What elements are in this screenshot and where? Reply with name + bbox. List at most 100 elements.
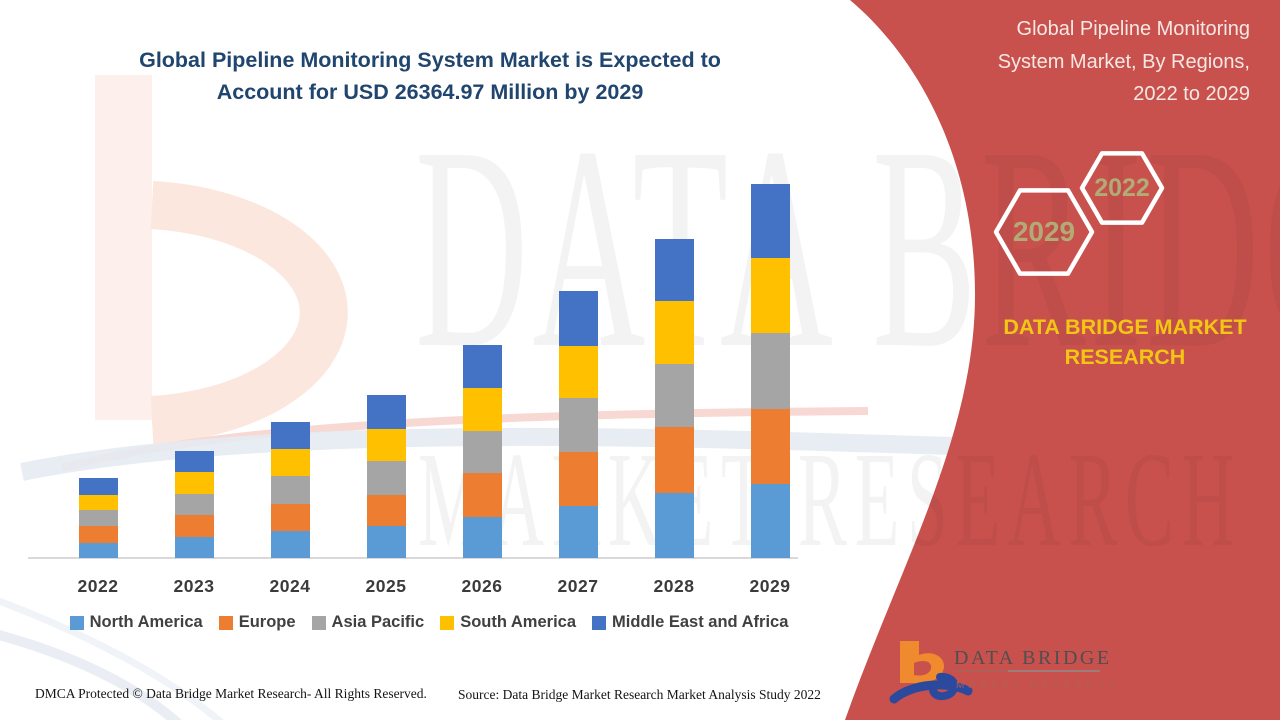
bar-segment-asia-pacific (78, 509, 118, 526)
legend-swatch (311, 615, 326, 630)
legend-item-south-america: South America (440, 613, 576, 632)
bar-segment-south-america (750, 257, 790, 333)
chart-legend: North America Europe Asia Pacific South Ame… (0, 613, 858, 632)
bar-segment-north-america (462, 517, 502, 558)
legend-swatch (69, 615, 84, 630)
panel-title-line2: System Market, By Regions, (997, 50, 1250, 73)
legend-item-middle-east-and-africa: Middle East and Africa (592, 613, 788, 632)
hexagon-2029-label: 2029 (1013, 216, 1075, 247)
bar-segment-asia-pacific (558, 397, 598, 452)
bar-segment-asia-pacific (654, 363, 694, 427)
watermark-logo-b (20, 75, 953, 481)
bar-segment-south-america (366, 428, 406, 462)
bar-segment-middle-east-and-africa (174, 451, 214, 473)
legend-label: North America (89, 613, 203, 631)
bar-segment-asia-pacific (462, 430, 502, 474)
bar-segment-asia-pacific (174, 494, 214, 516)
bar-2029 (750, 183, 790, 558)
legend-label: Middle East and Africa (612, 613, 789, 631)
bar-segment-europe (654, 426, 694, 493)
brand-text-line1: DATA BRIDGE MARKET (1003, 315, 1247, 339)
bar-segment-middle-east-and-africa (750, 183, 790, 258)
x-axis-label-2022: 2022 (77, 576, 119, 596)
bar-segment-north-america (750, 483, 790, 558)
bar-segment-middle-east-and-africa (366, 394, 406, 429)
x-axis-label-2023: 2023 (173, 576, 215, 596)
bar-2024 (270, 421, 310, 558)
bar-segment-south-america (462, 387, 502, 431)
chart-title-line1: Global Pipeline Monitoring System Market… (139, 48, 721, 72)
x-axis-label-2028: 2028 (653, 576, 695, 596)
bar-2027 (558, 290, 598, 558)
legend-label: Asia Pacific (331, 613, 425, 631)
chart-title: Global Pipeline Monitoring System Market… (110, 44, 750, 108)
bar-segment-europe (270, 503, 310, 532)
bar-segment-south-america (270, 449, 310, 477)
legend-swatch (440, 615, 455, 630)
x-axis-label-2025: 2025 (365, 576, 407, 596)
bar-segment-asia-pacific (750, 332, 790, 409)
x-axis-label-2029: 2029 (749, 576, 791, 596)
bar-segment-north-america (558, 505, 598, 558)
bar-segment-middle-east-and-africa (654, 238, 694, 301)
dbmr-logo-mark (889, 641, 973, 704)
bar-segment-south-america (78, 494, 118, 510)
bar-segment-europe (750, 408, 790, 484)
bar-segment-europe (78, 525, 118, 544)
hexagon-2029: 2029 (993, 188, 1095, 276)
bar-segment-middle-east-and-africa (558, 290, 598, 346)
dmca-text: DMCA Protected © Data Bridge Market Rese… (35, 686, 427, 701)
panel-title-line1: Global Pipeline Monitoring (1016, 18, 1250, 40)
bar-segment-south-america (174, 472, 214, 494)
x-axis-label-2027: 2027 (557, 576, 599, 596)
logo-sub-text: MARKET RESEARCH (956, 680, 1118, 691)
brand-text-line2: RESEARCH (1064, 345, 1186, 369)
bar-segment-asia-pacific (270, 476, 310, 504)
bar-segment-europe (174, 515, 214, 538)
logo-name-text: DATA BRIDGE (954, 647, 1112, 669)
bar-segment-north-america (366, 526, 406, 558)
bar-segment-north-america (654, 493, 694, 558)
source-text: Source: Data Bridge Market Research Mark… (458, 687, 821, 702)
bar-segment-europe (462, 473, 502, 518)
bar-2022 (78, 478, 118, 558)
panel-title: Global Pipeline Monitoring System Market… (930, 13, 1250, 111)
bar-segment-south-america (558, 345, 598, 398)
legend-item-north-america: North America (69, 613, 203, 632)
hexagon-2022: 2022 (1079, 151, 1165, 225)
chart-title-line2: Account for USD 26364.97 Million by 2029 (216, 80, 644, 104)
bar-segment-north-america (174, 537, 214, 558)
bar-segment-asia-pacific (366, 461, 406, 496)
bar-segment-middle-east-and-africa (270, 421, 310, 450)
panel-title-line3: 2022 to 2029 (1133, 83, 1250, 105)
hexagon-badges: 2022 2029 (993, 151, 1165, 276)
bar-segment-europe (366, 495, 406, 526)
brand-text: DATA BRIDGE MARKET RESEARCH (975, 312, 1275, 372)
x-axis-line (28, 557, 798, 559)
bar-2025 (366, 394, 406, 558)
hexagon-2022-label: 2022 (1094, 174, 1150, 202)
bar-2028 (654, 238, 694, 558)
bar-2023 (174, 451, 214, 558)
bar-2026 (462, 344, 502, 558)
x-axis-label-2024: 2024 (269, 576, 311, 596)
dbmr-logo: DATA BRIDGE MARKET RESEARCH (889, 641, 1118, 704)
bar-segment-north-america (270, 531, 310, 558)
legend-label: Europe (238, 613, 296, 631)
bar-segment-middle-east-and-africa (462, 344, 502, 388)
legend-swatch (218, 615, 233, 630)
bar-segment-middle-east-and-africa (78, 478, 118, 495)
corner-swoosh (0, 597, 224, 720)
bar-segment-north-america (78, 543, 118, 558)
legend-label: South America (460, 613, 577, 631)
legend-swatch (592, 615, 607, 630)
bar-segment-europe (558, 451, 598, 506)
red-panel-shape (845, 0, 1280, 720)
bar-segment-south-america (654, 300, 694, 364)
legend-item-asia-pacific: Asia Pacific (311, 613, 425, 632)
x-axis-label-2026: 2026 (461, 576, 503, 596)
legend-item-europe: Europe (218, 613, 296, 632)
